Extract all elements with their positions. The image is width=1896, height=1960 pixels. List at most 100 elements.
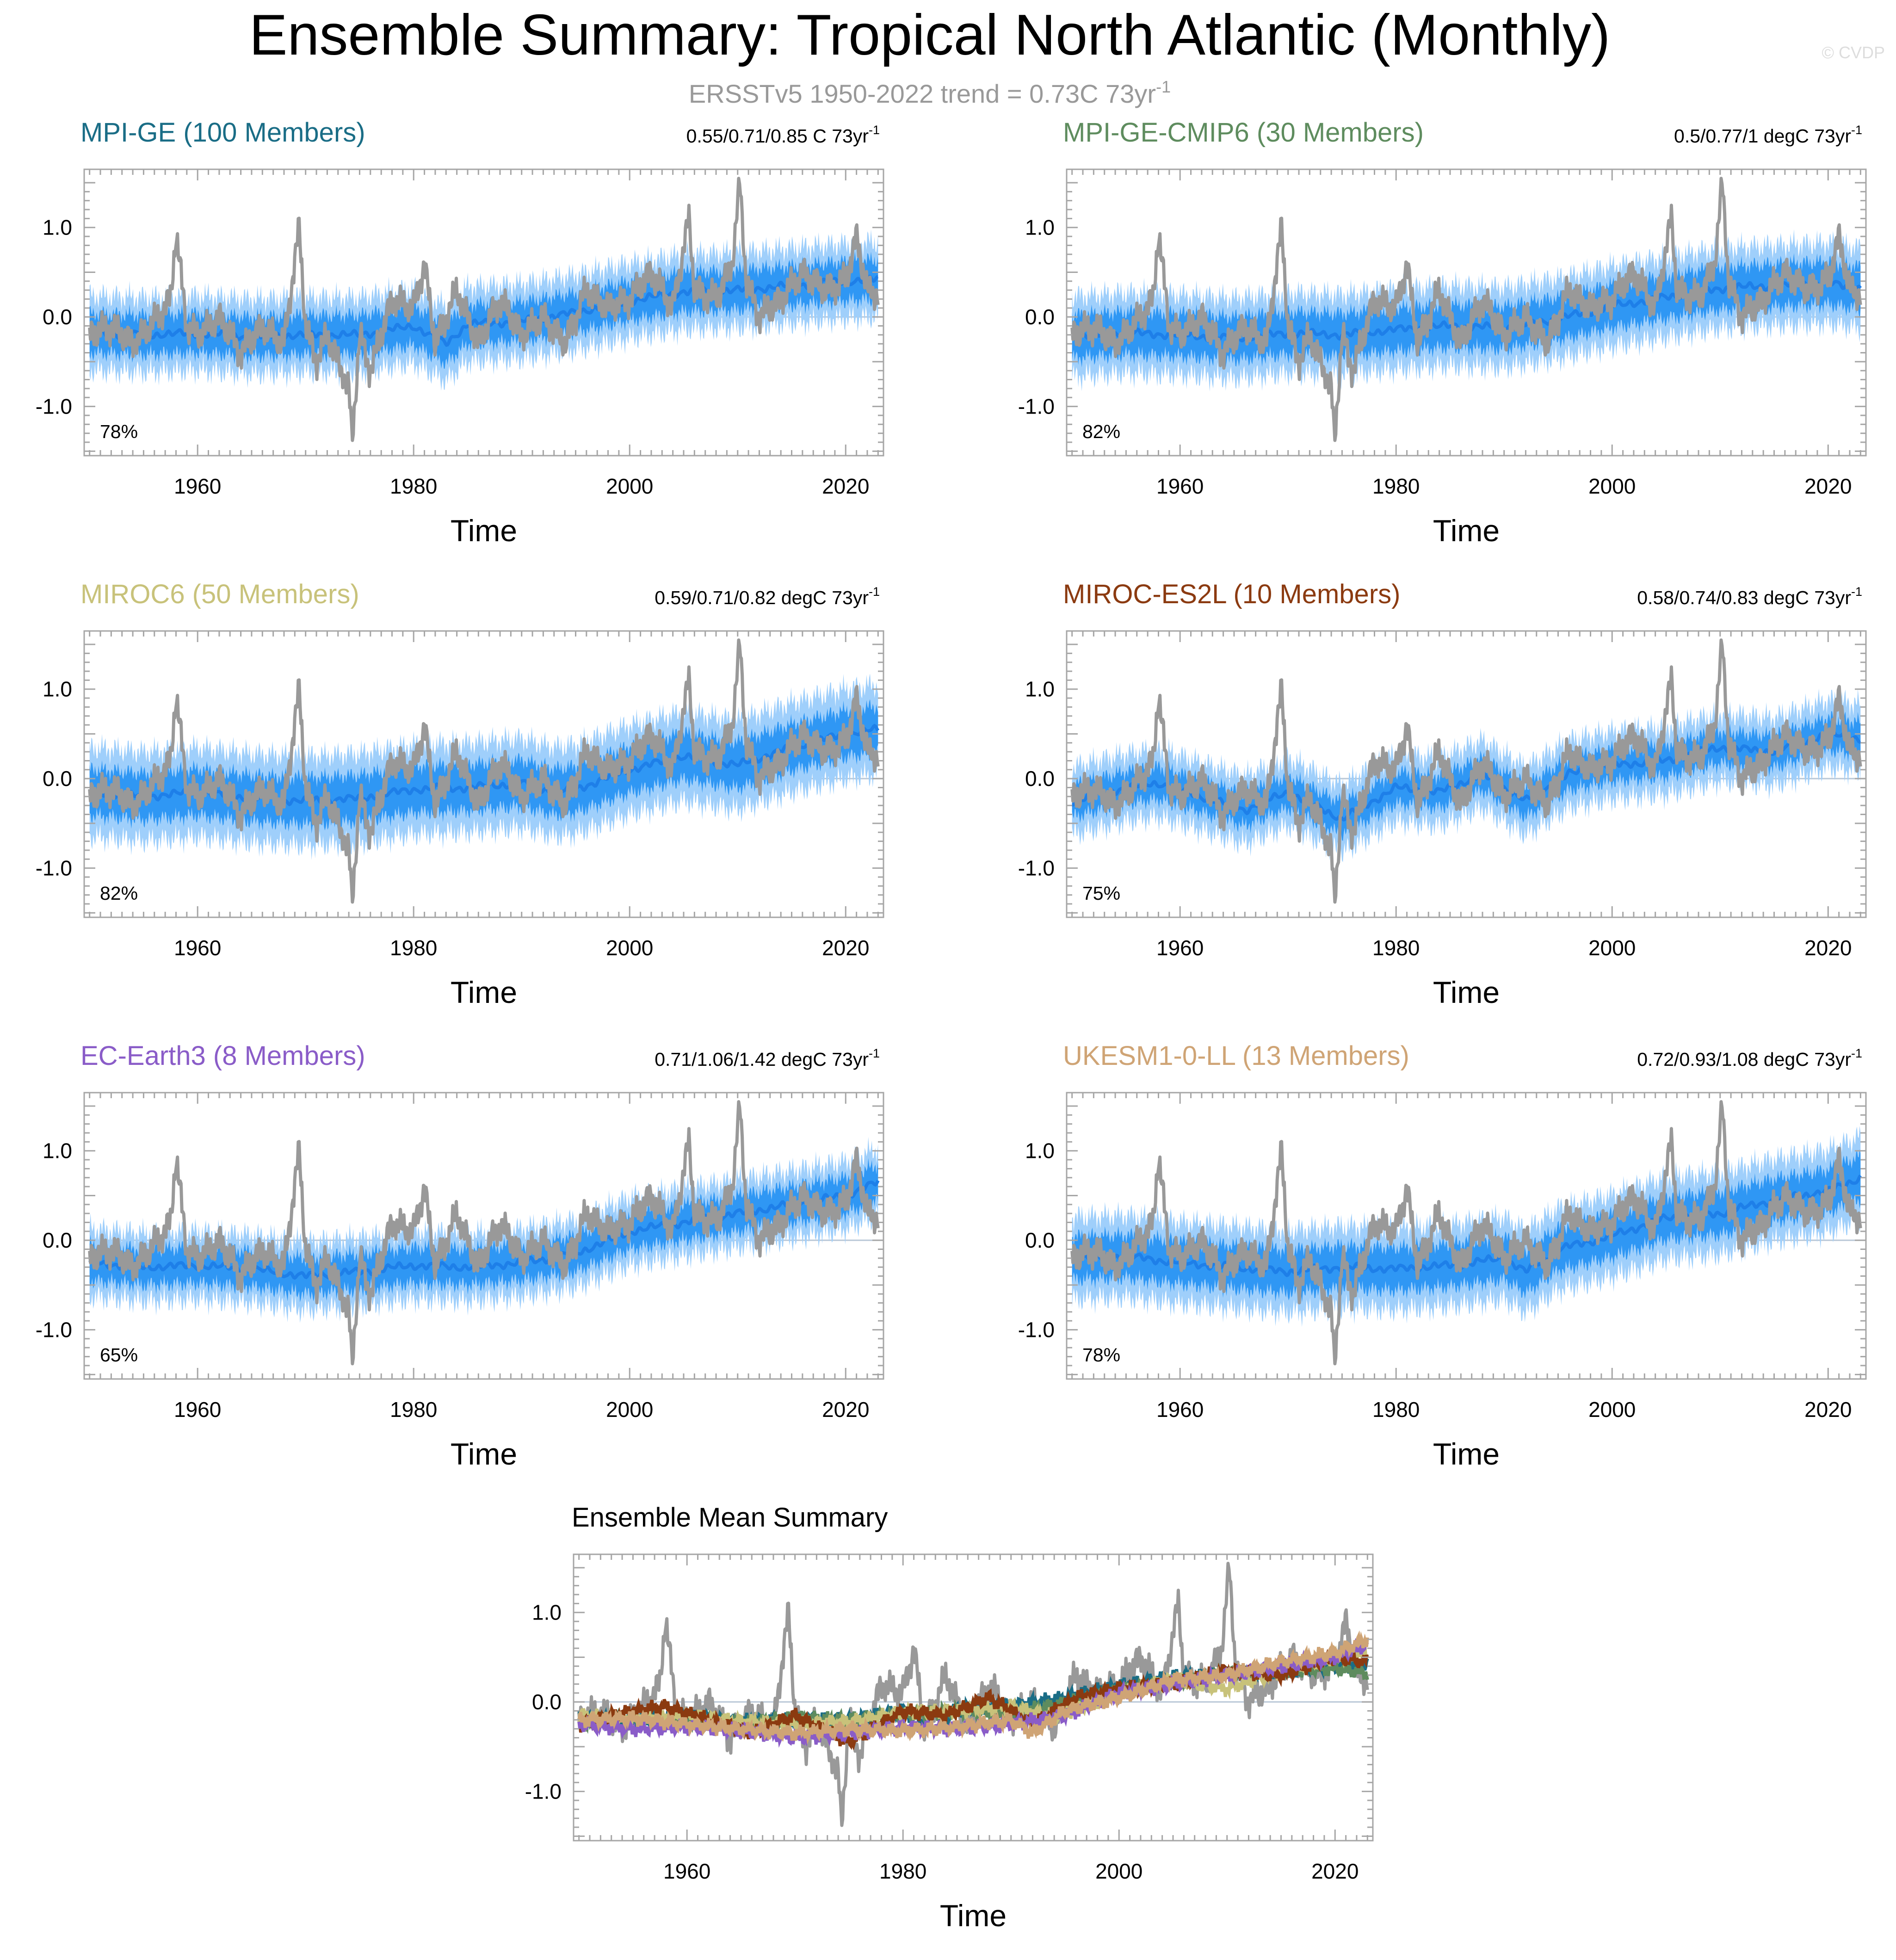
summary-title: Ensemble Mean Summary (572, 1502, 888, 1533)
trend-label: 0.72/0.93/1.08 degC 73yr-1 (1637, 1046, 1862, 1070)
watermark: © CVDP (1822, 43, 1885, 62)
y-tick-label: 1.0 (43, 677, 72, 701)
y-tick-label: -1.0 (36, 395, 72, 419)
trend-label: 0.59/0.71/0.82 degC 73yr-1 (655, 585, 880, 608)
x-tick-label: 2000 (1588, 1397, 1636, 1422)
trend-text: 0.58/0.74/0.83 degC 73yr (1637, 587, 1851, 608)
x-tick-label: 1960 (1156, 1397, 1204, 1422)
model-title: MPI-GE-CMIP6 (30 Members) (1063, 117, 1424, 148)
x-tick-label: 1960 (174, 474, 221, 498)
model-title: MPI-GE (100 Members) (80, 117, 365, 148)
y-tick-label: 0.0 (43, 767, 72, 791)
y-tick-label: -1.0 (1018, 856, 1055, 880)
plot-frame (1066, 168, 1867, 457)
y-tick-label: 0.0 (532, 1690, 562, 1714)
trend-sup: -1 (869, 1046, 880, 1060)
x-axis-label: Time (940, 1898, 1007, 1933)
plot-frame (1066, 630, 1867, 918)
y-tick-label: 1.0 (1025, 1139, 1055, 1163)
x-tick-label: 2020 (1804, 474, 1852, 498)
y-tick-label: 1.0 (1025, 216, 1055, 240)
trend-label: 0.71/1.06/1.42 degC 73yr-1 (655, 1046, 880, 1070)
x-tick-label: 1980 (879, 1859, 926, 1883)
plot-frame (83, 168, 884, 457)
x-tick-label: 1980 (390, 936, 437, 960)
plot-area (84, 1100, 883, 1366)
x-tick-label: 2020 (822, 936, 869, 960)
trend-text: 0.72/0.93/1.08 degC 73yr (1637, 1049, 1851, 1070)
percent-label: 65% (100, 1344, 138, 1366)
y-tick-label: 1.0 (532, 1601, 562, 1625)
trend-text: 0.55/0.71/0.85 C 73yr (686, 125, 869, 147)
percent-label: 78% (100, 421, 138, 442)
y-tick-label: 0.0 (1025, 305, 1055, 329)
y-tick-label: 1.0 (43, 1139, 72, 1163)
observations-line (88, 1100, 880, 1366)
y-tick-label: 0.0 (43, 1228, 72, 1252)
x-tick-label: 2000 (606, 1397, 653, 1422)
x-tick-label: 2000 (1588, 936, 1636, 960)
trend-text: 0.71/1.06/1.42 degC 73yr (655, 1049, 869, 1070)
x-tick-label: 1980 (1372, 1397, 1420, 1422)
trend-text: 0.59/0.71/0.82 degC 73yr (655, 587, 869, 608)
plot-area (84, 177, 883, 442)
trend-label: 0.55/0.71/0.85 C 73yr-1 (686, 123, 880, 147)
x-tick-label: 1960 (1156, 936, 1204, 960)
y-tick-label: 0.0 (1025, 1228, 1055, 1252)
y-tick-label: -1.0 (1018, 395, 1055, 419)
plot-frame (83, 630, 884, 918)
figure-title: Ensemble Summary: Tropical North Atlanti… (249, 3, 1611, 67)
x-tick-label: 1960 (1156, 474, 1204, 498)
subtitle: ERSSTv5 1950-2022 trend = 0.73C 73yr-1 (689, 77, 1171, 108)
x-axis-label: Time (1433, 975, 1500, 1009)
panel-4: EC-Earth3 (8 Members) 0.71/1.06/1.42 degC… (36, 1041, 884, 1471)
x-tick-label: 2000 (606, 474, 653, 498)
trend-sup: -1 (869, 585, 880, 599)
x-tick-label: 1960 (174, 1397, 221, 1422)
observations-line (88, 177, 880, 442)
model-title: EC-Earth3 (8 Members) (80, 1041, 365, 1071)
x-tick-label: 1980 (390, 1397, 437, 1422)
plot-frame (573, 1553, 1374, 1842)
trend-sup: -1 (1851, 585, 1862, 599)
percent-label: 75% (1082, 883, 1120, 904)
trend-sup: -1 (869, 123, 880, 137)
plot-frame (1066, 1092, 1867, 1380)
trend-sup: -1 (1851, 1046, 1862, 1060)
x-tick-label: 2020 (822, 1397, 869, 1422)
model-title: MIROC-ES2L (10 Members) (1063, 579, 1400, 609)
panel-3: MIROC-ES2L (10 Members) 0.58/0.74/0.83 de… (1018, 579, 1867, 1009)
trend-label: 0.5/0.77/1 degC 73yr-1 (1674, 123, 1862, 147)
panels: MPI-GE (100 Members) 0.55/0.71/0.85 C 73y… (36, 117, 1867, 1933)
y-tick-label: -1.0 (525, 1780, 562, 1804)
ensemble-mean-line (88, 723, 880, 807)
observations-line (88, 638, 880, 904)
trend-sup: -1 (1851, 123, 1862, 137)
x-tick-label: 2000 (606, 936, 653, 960)
panel-5: UKESM1-0-LL (13 Members) 0.72/0.93/1.08 d… (1018, 1041, 1867, 1471)
plot-area (1067, 1100, 1866, 1366)
spread-inner-band (89, 1158, 878, 1303)
plot-area (84, 638, 883, 904)
subtitle-sup: -1 (1156, 77, 1171, 96)
panel-6: Ensemble Mean Summary -1.0 0.0 1.0 1960 1980 2… (525, 1502, 1374, 1933)
x-axis-label: Time (1433, 513, 1500, 548)
observations-line (1070, 177, 1862, 442)
x-tick-label: 2000 (1588, 474, 1636, 498)
trend-label: 0.58/0.74/0.83 degC 73yr-1 (1637, 585, 1862, 608)
x-tick-label: 2020 (1804, 1397, 1852, 1422)
x-axis-label: Time (451, 513, 517, 548)
y-tick-label: -1.0 (1018, 1318, 1055, 1342)
percent-label: 78% (1082, 1344, 1120, 1366)
plot-area (574, 1562, 1373, 1827)
panel-0: MPI-GE (100 Members) 0.55/0.71/0.85 C 73y… (36, 117, 884, 548)
model-title: UKESM1-0-LL (13 Members) (1063, 1041, 1409, 1071)
spread-outer-band (89, 1137, 878, 1323)
x-tick-label: 1960 (663, 1859, 710, 1883)
y-tick-label: 1.0 (43, 216, 72, 240)
plot-area (1067, 638, 1866, 904)
x-tick-label: 2020 (1311, 1859, 1359, 1883)
observations-line (1070, 638, 1862, 904)
y-tick-label: 1.0 (1025, 677, 1055, 701)
